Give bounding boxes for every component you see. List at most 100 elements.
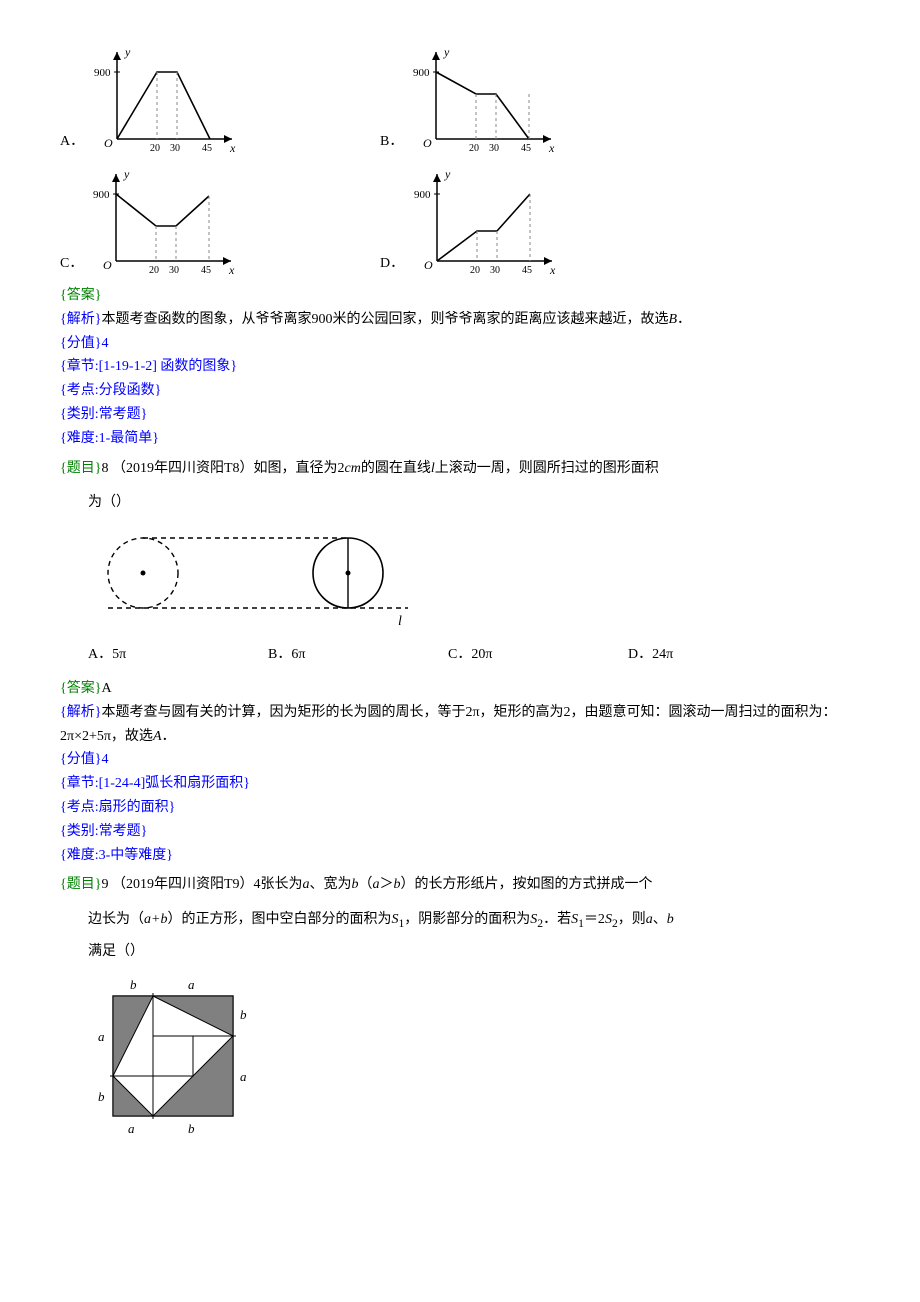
q9-t3: （ bbox=[359, 877, 373, 892]
svg-text:a: a bbox=[240, 1069, 247, 1084]
svg-text:30: 30 bbox=[490, 265, 500, 276]
svg-text:20: 20 bbox=[149, 265, 159, 276]
q8-source: （2019年四川资阳T8）如图，直径为2 bbox=[112, 461, 345, 476]
q9-timu-num: 9 bbox=[101, 877, 112, 892]
q8-opt-B: B．6π bbox=[268, 643, 448, 667]
q7-explain-period: ． bbox=[677, 312, 691, 327]
q8-explain: {解析}本题考查与圆有关的计算，因为矩形的长为圆的周长，等于2π，矩形的高为2，… bbox=[60, 701, 860, 749]
svg-text:a: a bbox=[128, 1121, 135, 1136]
q7-opt-B-letter: B． bbox=[380, 130, 403, 154]
svg-text:20: 20 bbox=[150, 143, 160, 154]
q8-opt-C: C．20π bbox=[448, 643, 628, 667]
svg-text:45: 45 bbox=[202, 143, 212, 154]
q8-leibie: {类别:常考题} bbox=[60, 820, 860, 844]
q7-option-C: C． y x O 900 20 30 45 bbox=[60, 162, 380, 276]
q9-a1: a bbox=[303, 877, 310, 892]
q7-score: {分值}4 bbox=[60, 332, 860, 356]
q9-line2d: ．若 bbox=[543, 912, 571, 927]
q7-explain-tail: B bbox=[668, 312, 677, 327]
q7-explain-label: {解析} bbox=[60, 312, 101, 327]
q9-a2: a bbox=[373, 877, 380, 892]
q9-line2c: ，阴影部分的面积为 bbox=[404, 912, 530, 927]
q9-line2e: ，则 bbox=[618, 912, 646, 927]
svg-text:30: 30 bbox=[170, 143, 180, 154]
svg-text:20: 20 bbox=[470, 265, 480, 276]
svg-text:y: y bbox=[443, 45, 450, 59]
q7-graph-A: y x O 900 20 30 45 bbox=[92, 44, 242, 154]
svg-text:b: b bbox=[130, 977, 137, 992]
q7-answer-label: {答案} bbox=[60, 288, 101, 303]
svg-text:a: a bbox=[98, 1029, 105, 1044]
q7-option-A: A． y x O 900 20 30 45 bbox=[60, 40, 380, 154]
svg-text:O: O bbox=[423, 136, 432, 150]
svg-text:900: 900 bbox=[414, 189, 431, 201]
q9-source: （2019年四川资阳T9）4张长为 bbox=[112, 877, 303, 892]
q9-dun: 、 bbox=[653, 912, 667, 927]
q7-explain: {解析}本题考查函数的图象，从爷爷离家900米的公园回家，则爷爷离家的距离应该越… bbox=[60, 308, 860, 332]
q7-kaodian: {考点:分段函数} bbox=[60, 379, 860, 403]
q8-answer-value: A bbox=[101, 681, 111, 696]
svg-text:45: 45 bbox=[522, 265, 532, 276]
q9-b1: b bbox=[352, 877, 359, 892]
q9-b4: b bbox=[667, 912, 674, 927]
q9-gt: ＞ bbox=[380, 877, 394, 892]
q8-timu-label: {题目} bbox=[60, 461, 101, 476]
svg-text:O: O bbox=[424, 258, 433, 272]
q7-option-row-2: C． y x O 900 20 30 45 bbox=[60, 162, 860, 276]
q8-opt-D: D．24π bbox=[628, 643, 808, 667]
q7-option-row-1: A． y x O 900 20 30 45 B． bbox=[60, 40, 860, 154]
svg-text:y: y bbox=[123, 167, 130, 181]
q7-chapter: {章节:[1-19-1-2] 函数的图象} bbox=[60, 355, 860, 379]
q8-kaodian: {考点:扇形的面积} bbox=[60, 796, 860, 820]
svg-text:O: O bbox=[104, 136, 113, 150]
q9-a3: a+b bbox=[144, 912, 167, 927]
svg-text:20: 20 bbox=[469, 143, 479, 154]
q8-cm: cm bbox=[345, 461, 361, 476]
q8-explain-tail: A bbox=[153, 729, 162, 744]
q8-chapter: {章节:[1-24-4]弧长和扇形面积} bbox=[60, 772, 860, 796]
svg-text:a: a bbox=[188, 977, 195, 992]
q7-option-D: D． y x O 900 20 30 45 bbox=[380, 162, 700, 276]
q9-stem-line2: 边长为（a+b）的正方形，图中空白部分的面积为S1，阴影部分的面积为S2．若S1… bbox=[60, 905, 860, 967]
q9-diagram: b a b a b a b a bbox=[60, 971, 860, 1141]
q9-eq: ＝2 bbox=[584, 912, 605, 927]
svg-text:b: b bbox=[188, 1121, 195, 1136]
q7-explain-text: 本题考查函数的图象，从爷爷离家900米的公园回家，则爷爷离家的距离应该越来越近，… bbox=[101, 312, 668, 327]
svg-text:900: 900 bbox=[413, 67, 430, 79]
svg-text:y: y bbox=[444, 167, 451, 181]
q8-wei: 为（） bbox=[60, 488, 860, 519]
q9-stem-line1: {题目}9 （2019年四川资阳T9）4张长为a、宽为b（a＞b）的长方形纸片，… bbox=[60, 873, 860, 897]
q8-score: {分值}4 bbox=[60, 748, 860, 772]
q9-a4: a bbox=[646, 912, 653, 927]
svg-text:30: 30 bbox=[489, 143, 499, 154]
svg-text:b: b bbox=[98, 1089, 105, 1104]
svg-text:900: 900 bbox=[93, 189, 110, 201]
svg-text:x: x bbox=[548, 141, 555, 154]
q7-graph-B: y x O 900 20 30 45 bbox=[411, 44, 561, 154]
q8-explain-period: ． bbox=[162, 729, 176, 744]
q8-tail: 的圆在直线 bbox=[361, 461, 431, 476]
svg-text:30: 30 bbox=[169, 265, 179, 276]
svg-text:l: l bbox=[398, 614, 402, 629]
svg-text:900: 900 bbox=[94, 67, 111, 79]
q7-opt-D-letter: D． bbox=[380, 252, 404, 276]
q7-option-B: B． y x O 900 20 30 45 bbox=[380, 40, 700, 154]
q9-t4: ）的长方形纸片，按如图的方式拼成一个 bbox=[401, 877, 653, 892]
svg-text:45: 45 bbox=[521, 143, 531, 154]
q7-nandu: {难度:1-最简单} bbox=[60, 427, 860, 451]
svg-text:x: x bbox=[229, 141, 236, 154]
q8-options: A．5π B．6π C．20π D．24π bbox=[60, 643, 860, 667]
q8-diagram: l bbox=[60, 523, 860, 633]
q8-answer-label: {答案} bbox=[60, 681, 101, 696]
q7-opt-C-letter: C． bbox=[60, 252, 83, 276]
q9-line2b: ）的正方形，图中空白部分的面积为 bbox=[167, 912, 391, 927]
q8-timu-num: 8 bbox=[101, 461, 112, 476]
q7-answer: {答案} bbox=[60, 284, 860, 308]
q7-graph-D: y x O 900 20 30 45 bbox=[412, 166, 562, 276]
svg-text:b: b bbox=[240, 1007, 247, 1022]
q8-stem: {题目}8 （2019年四川资阳T8）如图，直径为2cm的圆在直线l上滚动一周，… bbox=[60, 457, 860, 481]
q9-manzu: 满足（） bbox=[88, 937, 860, 968]
q7-opt-A-letter: A． bbox=[60, 130, 84, 154]
q9-t2: 、宽为 bbox=[310, 877, 352, 892]
svg-text:x: x bbox=[549, 263, 556, 276]
